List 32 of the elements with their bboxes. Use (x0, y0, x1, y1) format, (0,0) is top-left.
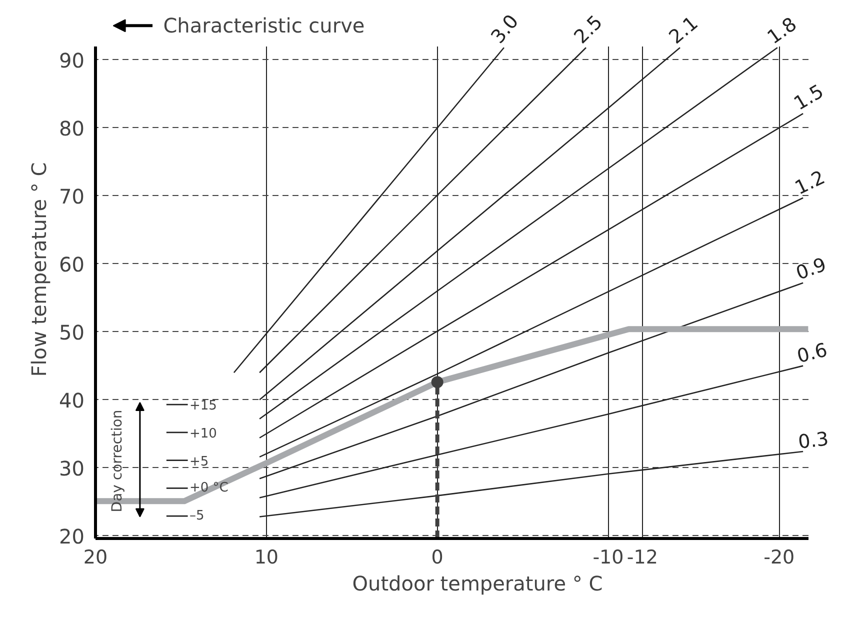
x-tick-label: 20 (83, 546, 108, 568)
chart-title: Characteristic curve (163, 14, 365, 38)
annotation: +0 °C (190, 480, 228, 496)
y-axis-title: Flow temperature ° C (27, 162, 52, 377)
text: 0.9 (793, 254, 830, 285)
x-tick-label: -20 (764, 546, 795, 568)
y-tick-label: 60 (59, 252, 85, 276)
x-axis-title: Outdoor temperature ° C (352, 572, 603, 596)
annotation: +5 (190, 454, 209, 470)
y-tick-label: 80 (59, 116, 85, 140)
text: 0.3 (797, 428, 830, 454)
text: 2.1 (665, 12, 702, 48)
y-tick-label: 20 (59, 524, 85, 548)
text: 1.5 (790, 80, 828, 115)
annotation: –5 (190, 508, 204, 524)
text: 1.2 (792, 166, 828, 200)
text: 1.8 (764, 13, 801, 49)
y-tick-label: 90 (59, 48, 85, 72)
x-tick-label: 10 (254, 546, 279, 568)
x-tick-label: -12 (626, 546, 658, 568)
annotation: +10 (190, 426, 217, 442)
x-tick-label: 0 (431, 546, 444, 568)
y-tick-label: 70 (59, 184, 85, 208)
text: 3.0 (486, 10, 524, 48)
y-tick-label: 30 (59, 456, 85, 480)
y-tick-label: 50 (59, 320, 85, 344)
text: 2.5 (570, 11, 607, 48)
x-tick-label: -10 (592, 546, 624, 568)
y-tick-label: 40 (59, 388, 85, 412)
annotation: Day correction (110, 410, 126, 512)
text: 0.6 (794, 339, 830, 368)
annotation: +15 (190, 398, 217, 414)
